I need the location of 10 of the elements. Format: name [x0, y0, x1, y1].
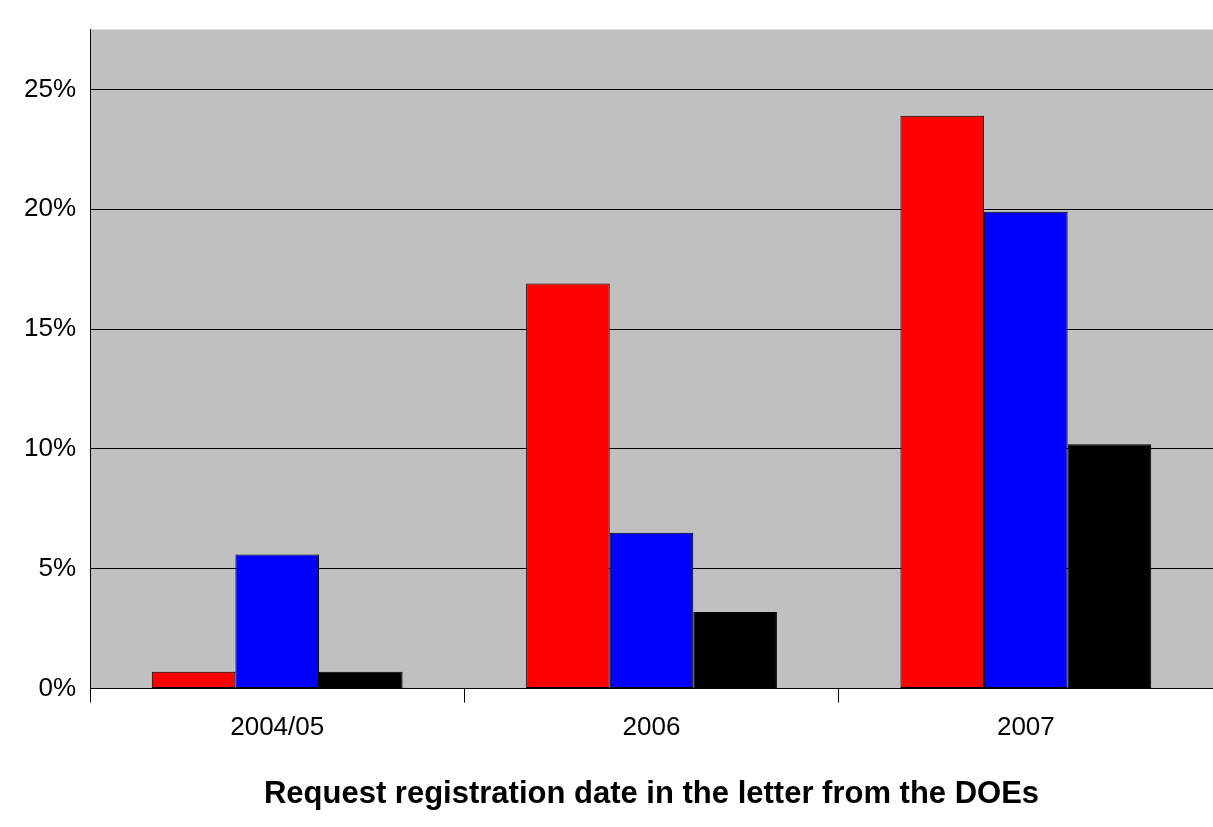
y-tick-label: 0% [38, 671, 77, 702]
y-tick-label: 20% [23, 192, 77, 223]
y-tick-label: 15% [23, 312, 77, 343]
y-tick-label: 5% [38, 551, 77, 582]
x-tick-label: 2006 [622, 711, 681, 742]
y-tick-label: 10% [23, 432, 77, 463]
y-tick-label: 25% [23, 72, 77, 103]
x-axis-title: Request registration date in the letter from the DOEs [263, 774, 1040, 810]
x-tick-label: 2004/05 [230, 711, 325, 742]
x-tick-label: 2007 [996, 711, 1055, 742]
